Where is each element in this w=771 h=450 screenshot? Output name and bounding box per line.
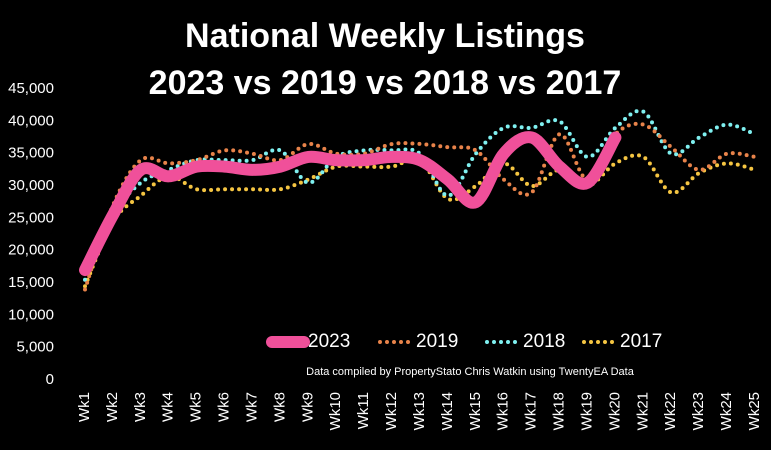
x-tick-label: Wk24 — [718, 392, 735, 430]
y-tick-label: 10,000 — [8, 306, 54, 323]
chart-subtitle: 2023 vs 2019 vs 2018 vs 2017 — [149, 64, 622, 102]
x-tick-label: Wk4 — [160, 392, 177, 422]
legend-label: 2017 — [620, 331, 662, 352]
x-tick-label: Wk3 — [132, 392, 149, 422]
series-line — [83, 121, 757, 292]
x-tick-label: Wk8 — [271, 392, 288, 422]
x-tick-label: Wk14 — [439, 392, 456, 430]
x-tick-label: Wk5 — [188, 392, 205, 422]
x-tick-label: Wk23 — [690, 392, 707, 430]
y-tick-label: 0 — [46, 371, 54, 388]
x-tick-label: Wk6 — [216, 392, 233, 422]
y-tick-label: 15,000 — [8, 274, 54, 291]
x-tick-label: Wk18 — [551, 392, 568, 430]
x-tick-label: Wk19 — [578, 392, 595, 430]
x-tick-label: Wk20 — [606, 392, 623, 430]
x-tick-label: Wk11 — [355, 392, 372, 429]
x-tick-label: Wk7 — [243, 392, 260, 422]
x-tick-label: Wk12 — [383, 392, 400, 430]
y-tick-label: 35,000 — [8, 145, 54, 162]
legend-label: 2018 — [523, 331, 565, 352]
legend-label: 2023 — [308, 331, 350, 352]
x-tick-label: Wk13 — [411, 392, 428, 430]
x-tick-label: Wk17 — [523, 392, 540, 430]
x-tick-label: Wk21 — [634, 392, 651, 430]
x-tick-label: Wk10 — [327, 392, 344, 430]
x-tick-label: Wk1 — [76, 392, 93, 422]
chart-title: National Weekly Listings — [185, 17, 585, 55]
y-tick-label: 20,000 — [8, 242, 54, 259]
y-tick-label: 25,000 — [8, 209, 54, 226]
series-line — [79, 131, 622, 277]
y-tick-label: 45,000 — [8, 80, 54, 97]
y-tick-label: 30,000 — [8, 177, 54, 194]
x-tick-label: Wk16 — [495, 392, 512, 430]
series-line — [83, 108, 757, 282]
x-tick-label: Wk15 — [467, 392, 484, 430]
x-tick-label: Wk25 — [746, 392, 763, 430]
x-tick-label: Wk9 — [299, 392, 316, 422]
x-tick-label: Wk2 — [104, 392, 121, 422]
y-tick-label: 5,000 — [16, 339, 54, 356]
x-tick-label: Wk22 — [662, 392, 679, 430]
y-tick-label: 40,000 — [8, 112, 54, 129]
legend-label: 2019 — [416, 331, 458, 352]
annotation: Data compiled by PropertyStato Chris Wat… — [306, 366, 635, 378]
